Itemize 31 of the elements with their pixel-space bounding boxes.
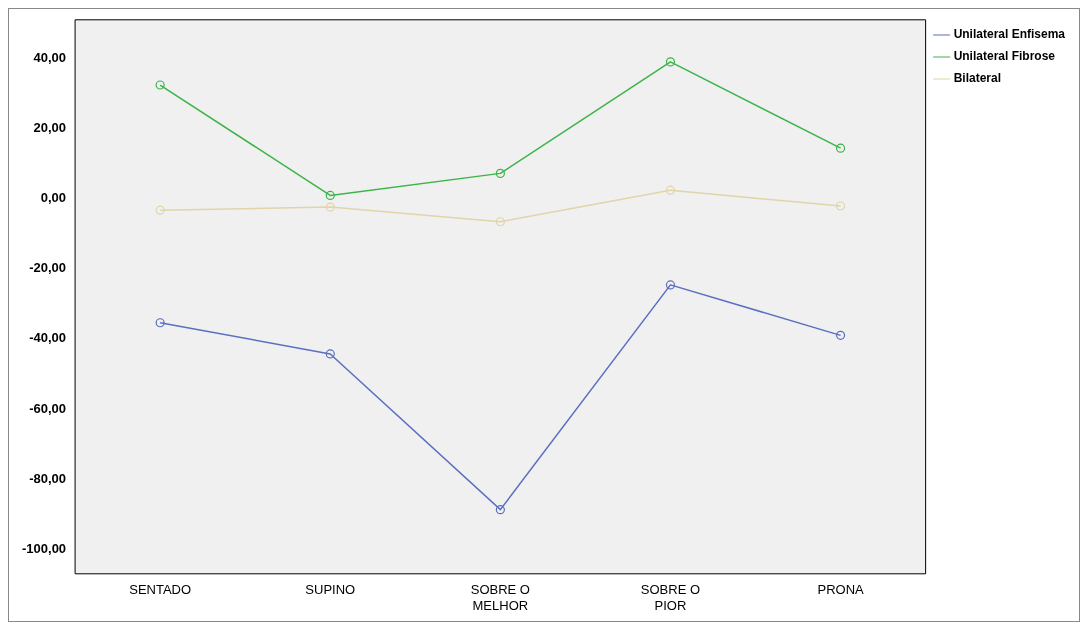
point (325, 202, 335, 212)
x-tick-label: SENTADO (129, 582, 192, 598)
y-tick-label: 40,00 (33, 49, 67, 65)
legend-label: Bilateral (953, 71, 1001, 86)
point (155, 80, 165, 90)
point (495, 505, 505, 515)
point (325, 349, 335, 359)
point (835, 330, 846, 340)
point (495, 217, 505, 227)
x-tick-label: SOBRE O MELHOR (470, 582, 530, 613)
y-tick-label: -60,00 (29, 400, 67, 416)
point (665, 280, 676, 290)
point (155, 205, 165, 215)
x-tick-label: PRONA (817, 582, 865, 598)
legend-label: Unilateral Fibrose (953, 49, 1056, 64)
point (155, 318, 165, 328)
y-tick-label: -20,00 (29, 260, 67, 276)
y-tick-label: -40,00 (29, 330, 67, 346)
y-tick-label: 20,00 (33, 120, 67, 136)
x-tick-label: SUPINO (305, 582, 356, 598)
y-tick-label: -80,00 (29, 470, 67, 486)
point (835, 201, 846, 211)
point (325, 190, 335, 201)
point (495, 168, 505, 178)
point (665, 57, 676, 67)
legend-label: Unilateral Enfisema (953, 27, 1066, 42)
y-tick-label: 0,00 (40, 190, 67, 206)
x-tick-label: SOBRE O PIOR (640, 582, 701, 613)
point (665, 185, 676, 195)
point (835, 143, 846, 153)
y-tick-label: -100,00 (22, 540, 67, 556)
